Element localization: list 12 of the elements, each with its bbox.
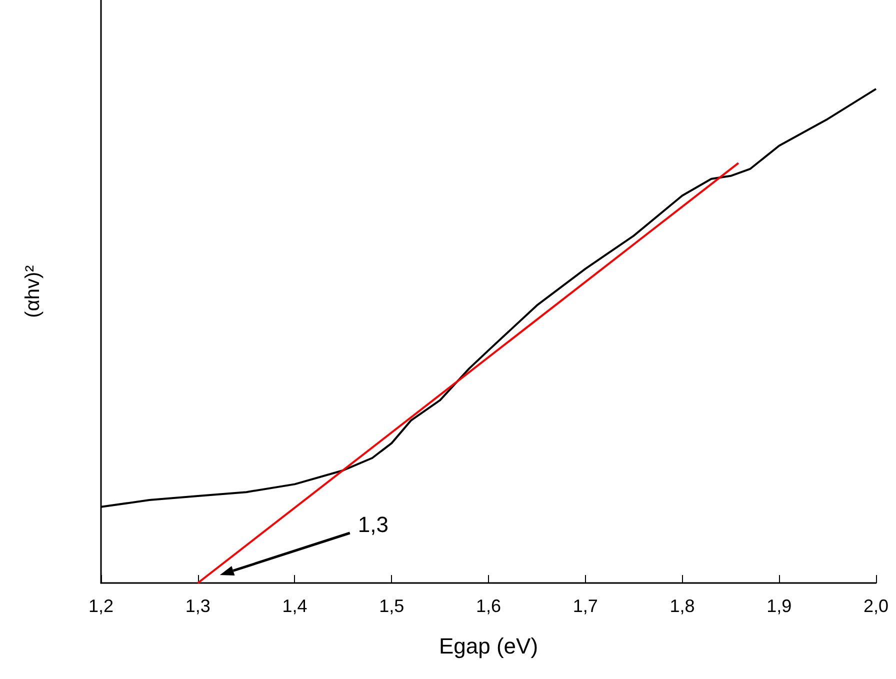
x-tick-label: 1,3	[185, 596, 210, 616]
x-tick-label: 1,7	[572, 596, 598, 616]
x-axis-title: Egap (eV)	[438, 634, 538, 658]
x-tick-label: 2,0	[863, 596, 889, 616]
x-tick-label: 1,8	[670, 596, 695, 616]
x-tick-label: 1,4	[282, 596, 308, 616]
annotation: 1,3	[358, 512, 388, 538]
x-tick-label: 1,6	[476, 596, 502, 616]
x-tick-label: 1,9	[766, 596, 792, 616]
x-tick-label: 1,2	[88, 596, 114, 616]
x-tick-label: 1,5	[379, 596, 404, 616]
y-axis-title: (αhv)²	[22, 264, 44, 318]
